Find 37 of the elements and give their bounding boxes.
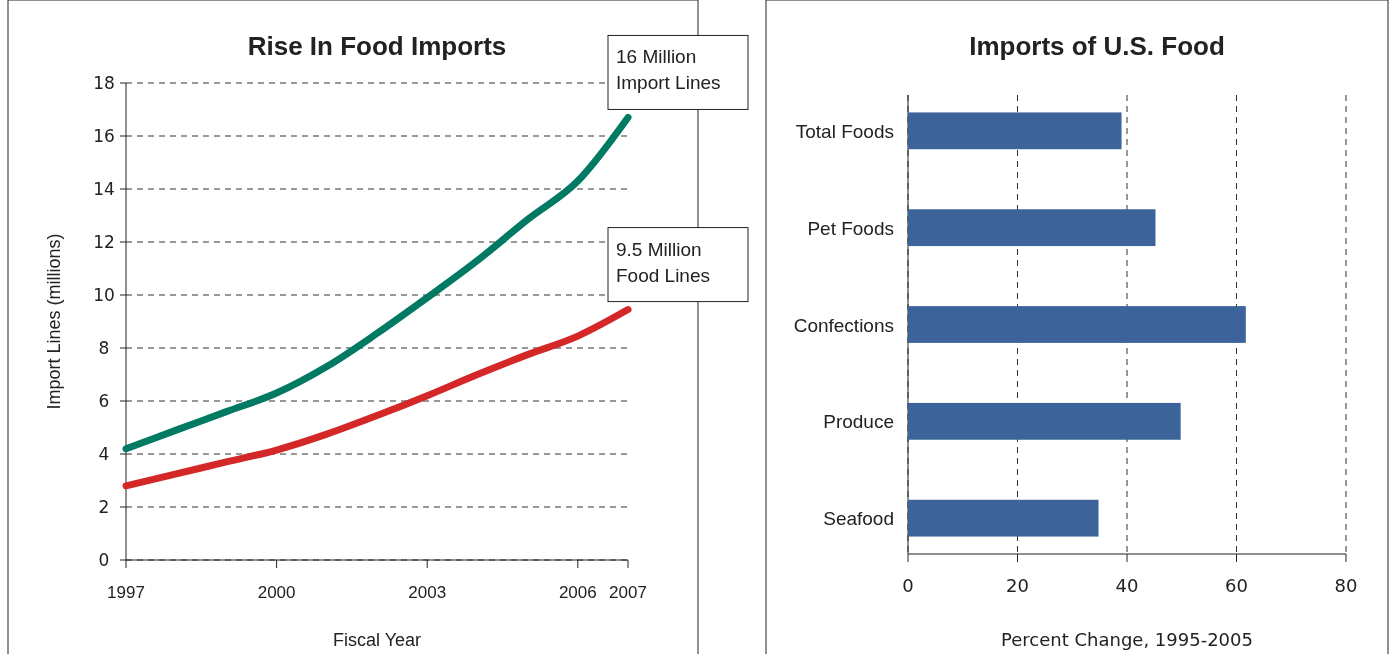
x-tick-label: 60 (1225, 575, 1248, 596)
y-tick-label: 18 (93, 73, 115, 93)
x-tick-label: 2000 (257, 583, 296, 602)
x-tick-label: 1997 (107, 583, 145, 602)
y-tick-label: 4 (98, 444, 110, 464)
y-tick-label: 16 (93, 126, 115, 146)
chart-title: Rise In Food Imports (247, 31, 507, 61)
y-tick-label: 10 (93, 285, 115, 305)
y-tick-label: Pet Foods (807, 217, 894, 239)
x-axis-title: Fiscal Year (332, 630, 422, 650)
annotation: 9.5 Million Food Lines (616, 238, 711, 286)
x-tick-label: 20 (1006, 575, 1029, 596)
x-tick-label: 80 (1334, 575, 1358, 596)
y-tick-label: 12 (93, 232, 115, 252)
y-tick-label: 6 (98, 391, 110, 411)
bar (908, 402, 1181, 440)
y-tick-label: 8 (98, 338, 110, 358)
x-tick-label: 2007 (609, 583, 647, 602)
y-tick-label: Produce (823, 411, 894, 433)
x-tick-label: 40 (1115, 575, 1139, 596)
y-tick-label: Seafood (823, 508, 894, 530)
x-axis-title: Percent Change, 1995-2005 (1001, 629, 1253, 650)
bar (908, 499, 1099, 537)
annotation: 16 Million Import Lines (616, 46, 721, 94)
y-axis-title: Import Lines (millions) (44, 233, 64, 410)
bar (908, 306, 1246, 343)
y-tick-label: 0 (98, 550, 110, 570)
y-tick-label: Confections (793, 314, 894, 336)
x-tick-label: 2006 (558, 583, 597, 602)
x-tick-label: 0 (902, 575, 914, 596)
bar (908, 112, 1122, 150)
y-tick-label: 2 (98, 497, 110, 517)
bar (908, 209, 1156, 247)
x-tick-label: 2003 (408, 583, 447, 602)
chart-title: Imports of U.S. Food (969, 31, 1225, 61)
y-tick-label: Total Foods (795, 120, 894, 142)
y-tick-label: 14 (93, 179, 115, 199)
